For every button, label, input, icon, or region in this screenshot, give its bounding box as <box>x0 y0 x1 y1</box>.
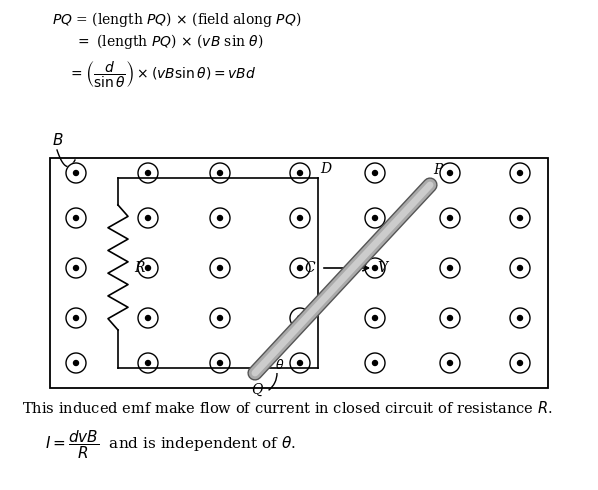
Text: $PQ$ = (length $PQ$) $\times$ (field along $PQ$): $PQ$ = (length $PQ$) $\times$ (field alo… <box>52 10 301 29</box>
Text: R: R <box>134 261 145 274</box>
Circle shape <box>517 266 523 270</box>
Circle shape <box>517 171 523 175</box>
Circle shape <box>74 361 78 366</box>
Circle shape <box>66 258 86 278</box>
Circle shape <box>440 308 460 328</box>
Circle shape <box>297 316 303 320</box>
Circle shape <box>447 316 453 320</box>
Circle shape <box>218 266 222 270</box>
Circle shape <box>365 208 385 228</box>
Circle shape <box>440 258 460 278</box>
Circle shape <box>210 258 230 278</box>
Circle shape <box>74 216 78 220</box>
Text: V: V <box>377 261 387 275</box>
Circle shape <box>74 171 78 175</box>
Circle shape <box>447 216 453 220</box>
Circle shape <box>510 163 530 183</box>
Circle shape <box>365 353 385 373</box>
Circle shape <box>440 163 460 183</box>
Circle shape <box>290 208 310 228</box>
Circle shape <box>373 216 377 220</box>
Circle shape <box>365 258 385 278</box>
Circle shape <box>218 216 222 220</box>
Circle shape <box>447 266 453 270</box>
Circle shape <box>297 216 303 220</box>
Circle shape <box>138 258 158 278</box>
Text: $=$ (length $PQ$) $\times$ ($vB$ sin $\theta$): $=$ (length $PQ$) $\times$ ($vB$ sin $\t… <box>75 32 264 51</box>
Circle shape <box>290 163 310 183</box>
Circle shape <box>297 361 303 366</box>
Circle shape <box>373 361 377 366</box>
Circle shape <box>297 266 303 270</box>
Circle shape <box>365 308 385 328</box>
Circle shape <box>74 266 78 270</box>
Circle shape <box>138 353 158 373</box>
Circle shape <box>510 208 530 228</box>
Text: $B$: $B$ <box>52 132 63 148</box>
Circle shape <box>440 208 460 228</box>
Circle shape <box>66 208 86 228</box>
Circle shape <box>210 353 230 373</box>
Circle shape <box>145 216 151 220</box>
Circle shape <box>218 171 222 175</box>
Circle shape <box>138 308 158 328</box>
Circle shape <box>210 163 230 183</box>
Text: Q: Q <box>251 383 263 397</box>
Circle shape <box>297 171 303 175</box>
Circle shape <box>447 361 453 366</box>
Circle shape <box>517 316 523 320</box>
Circle shape <box>145 361 151 366</box>
Text: $\theta$: $\theta$ <box>275 358 285 372</box>
Circle shape <box>517 216 523 220</box>
Text: D: D <box>320 162 331 176</box>
Circle shape <box>145 266 151 270</box>
Circle shape <box>510 258 530 278</box>
Text: This induced emf make flow of current in closed circuit of resistance $R$.: This induced emf make flow of current in… <box>22 400 553 416</box>
Circle shape <box>365 163 385 183</box>
Text: C: C <box>304 261 315 275</box>
Circle shape <box>510 353 530 373</box>
Circle shape <box>218 316 222 320</box>
Circle shape <box>138 163 158 183</box>
Circle shape <box>290 353 310 373</box>
Circle shape <box>66 353 86 373</box>
Circle shape <box>210 308 230 328</box>
Text: $I = \dfrac{dvB}{R}$  and is independent of $\theta$.: $I = \dfrac{dvB}{R}$ and is independent … <box>45 428 296 461</box>
Circle shape <box>373 266 377 270</box>
Bar <box>50 158 548 388</box>
Circle shape <box>517 361 523 366</box>
Circle shape <box>447 171 453 175</box>
Text: P: P <box>433 163 443 177</box>
Text: $= \left(\dfrac{d}{\sin\theta}\right) \times (vB\sin\theta) = vBd$: $= \left(\dfrac{d}{\sin\theta}\right) \t… <box>68 60 256 90</box>
Circle shape <box>373 316 377 320</box>
Circle shape <box>373 171 377 175</box>
Circle shape <box>290 258 310 278</box>
Circle shape <box>440 353 460 373</box>
Circle shape <box>66 163 86 183</box>
Circle shape <box>138 208 158 228</box>
Circle shape <box>145 316 151 320</box>
Circle shape <box>66 308 86 328</box>
Circle shape <box>218 361 222 366</box>
Circle shape <box>74 316 78 320</box>
Circle shape <box>210 208 230 228</box>
Circle shape <box>510 308 530 328</box>
Circle shape <box>290 308 310 328</box>
Circle shape <box>145 171 151 175</box>
